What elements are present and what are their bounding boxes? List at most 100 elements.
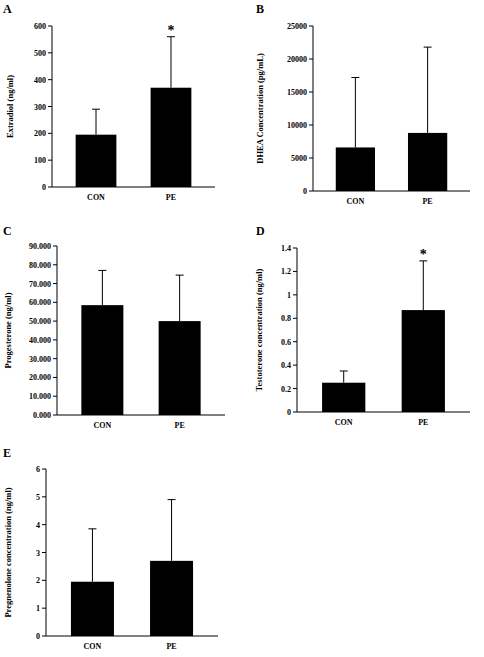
panel: CProgesterone (ng/ml)0.00010.00020.00030… [3, 224, 225, 430]
panel-label: D [256, 224, 265, 238]
panel: BDHEA Concentration (pg/mL)0500010000150… [255, 2, 470, 206]
x-tick-label: CON [335, 418, 353, 427]
bar [402, 310, 445, 412]
bar [150, 561, 193, 636]
x-tick-label: CON [93, 421, 111, 430]
y-tick-label: 100 [34, 156, 46, 165]
panel-label: C [3, 224, 12, 238]
y-tick-label: 0 [42, 183, 46, 192]
y-tick-label: 40.000 [29, 336, 51, 345]
y-tick [293, 412, 297, 413]
bar [151, 88, 192, 187]
y-tick [53, 321, 57, 322]
bar [81, 305, 123, 415]
error-line [92, 529, 93, 582]
error-cap [424, 47, 432, 48]
y-tick [42, 524, 46, 525]
error-bar [424, 47, 432, 133]
y-tick [53, 302, 57, 303]
y-tick-label: 0 [303, 187, 307, 196]
y-tick [53, 415, 57, 416]
y-tick-label: 0 [36, 632, 40, 641]
y-tick-label: 25000 [287, 22, 307, 31]
y-axis [313, 26, 314, 191]
y-tick-label: 200 [34, 129, 46, 138]
figure: AExtradiol (ng/ml)0100200300400500600CON… [0, 0, 484, 657]
significance-mark: * [420, 247, 427, 262]
y-tick [48, 26, 52, 27]
panel-label: A [3, 2, 12, 16]
y-tick [42, 469, 46, 470]
y-tick [309, 59, 313, 60]
y-tick-label: 500 [34, 49, 46, 58]
y-tick [48, 79, 52, 80]
y-tick-label: 90.000 [29, 242, 51, 251]
y-tick [53, 264, 57, 265]
error-line [343, 371, 344, 383]
y-tick [293, 294, 297, 295]
error-cap [168, 499, 176, 500]
y-tick-label: 4 [36, 521, 40, 530]
y-tick-label: 15000 [287, 88, 307, 97]
error-line [171, 500, 172, 561]
y-tick-label: 300 [34, 103, 46, 112]
marks [322, 261, 445, 412]
y-tick [293, 388, 297, 389]
y-tick [48, 52, 52, 53]
error-cap [340, 371, 348, 372]
y-tick-label: 20.000 [29, 373, 51, 382]
panel-label: E [3, 446, 11, 460]
error-cap [92, 109, 100, 110]
error-line [423, 261, 424, 310]
y-tick [48, 106, 52, 107]
y-tick [53, 246, 57, 247]
y-tick-label: 0.8 [281, 314, 291, 323]
error-bar [168, 500, 176, 561]
error-cap [98, 270, 106, 271]
panel: EPregnenolone concentration (ng/ml)01234… [3, 446, 218, 651]
y-tick-label: 5 [36, 493, 40, 502]
x-tick-label: PE [166, 193, 176, 202]
y-tick-label: 3 [36, 549, 40, 558]
bar [159, 321, 201, 415]
y-tick [42, 580, 46, 581]
y-tick-label: 0.000 [33, 411, 51, 420]
bar [408, 133, 447, 191]
y-tick [309, 92, 313, 93]
y-tick [53, 396, 57, 397]
x-tick-label: PE [418, 418, 428, 427]
y-tick [48, 187, 52, 188]
y-tick-label: 0.2 [281, 385, 291, 394]
panel: DTestoterone concentration (ng/ml)00.20.… [254, 224, 470, 427]
error-bar [351, 77, 359, 147]
y-tick [42, 636, 46, 637]
y-tick-label: 30.000 [29, 355, 51, 364]
y-axis-title: Progesterone (ng/ml) [3, 292, 13, 368]
bar [336, 147, 375, 191]
y-tick [42, 552, 46, 553]
y-axis-title: Extradiol (ng/ml) [5, 75, 15, 138]
x-tick-label: CON [84, 642, 102, 651]
y-tick-label: 70.000 [29, 280, 51, 289]
y-tick [293, 318, 297, 319]
x-tick-label: CON [87, 193, 105, 202]
error-bar [176, 275, 184, 321]
y-tick-label: 6 [36, 465, 40, 474]
y-tick-label: 10000 [287, 121, 307, 130]
y-tick [53, 339, 57, 340]
y-axis [52, 26, 53, 187]
bar [76, 135, 117, 187]
x-tick-label: CON [346, 197, 364, 206]
x-tick-label: PE [175, 421, 185, 430]
y-tick [48, 133, 52, 134]
error-cap [176, 275, 184, 276]
y-tick [48, 160, 52, 161]
y-tick-label: 2 [36, 576, 40, 585]
error-bar [88, 529, 96, 582]
y-tick-label: 1.2 [281, 267, 291, 276]
y-tick [42, 496, 46, 497]
marks [81, 270, 200, 415]
y-axis [297, 248, 298, 412]
error-cap [88, 528, 96, 529]
y-tick [293, 271, 297, 272]
